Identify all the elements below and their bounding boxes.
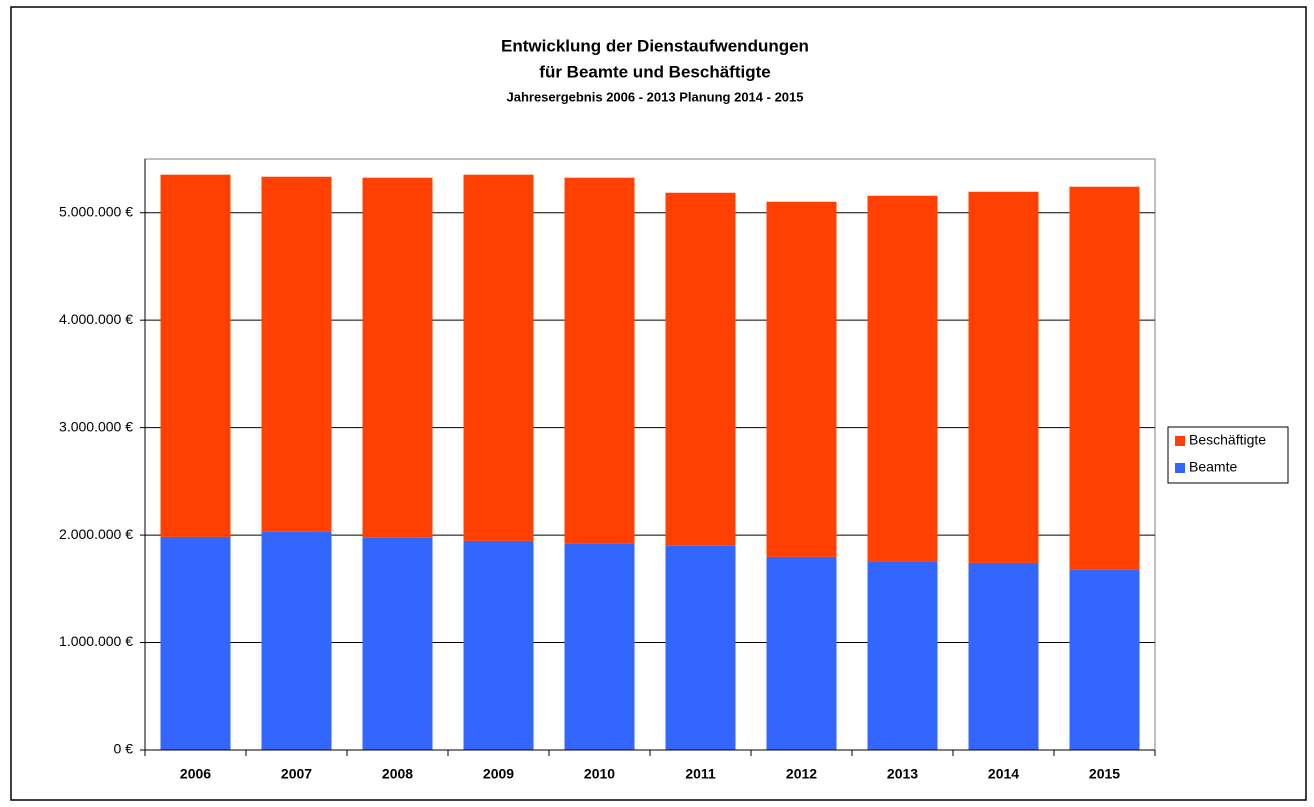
bar-segment [160,174,231,537]
bar-segment [1069,186,1140,570]
x-tick-label: 2013 [887,766,918,782]
bar-segment [968,191,1039,563]
bar-segment [564,177,635,544]
bar-segment [766,556,837,750]
legend [1167,426,1289,484]
bar-segment [160,536,231,750]
x-tick-label: 2007 [281,766,312,782]
x-tick-label: 2008 [382,766,413,782]
x-tick-label: 2009 [483,766,514,782]
x-tick-label: 2010 [584,766,615,782]
bar-segment [463,540,534,750]
chart-subtitle: Jahresergebnis 2006 - 2013 Planung 2014 … [506,89,803,104]
bar-segment [261,531,332,750]
bar-segment [463,174,534,541]
y-tick-label: 5.000.000 € [59,203,133,219]
bar-segment [867,561,938,750]
legend-swatch [1175,463,1185,473]
bar-segment [362,537,433,750]
y-tick-label: 1.000.000 € [59,633,133,649]
x-tick-label: 2011 [685,766,716,782]
bar-segment [968,562,1039,750]
y-tick-label: 0 € [114,741,134,757]
bar-segment [867,195,938,562]
bar-segment [665,192,736,546]
x-tick-label: 2014 [988,766,1019,782]
x-tick-label: 2015 [1089,766,1120,782]
legend-swatch [1175,436,1185,446]
y-tick-label: 3.000.000 € [59,418,133,434]
y-tick-label: 4.000.000 € [59,311,133,327]
bar-segment [1069,569,1140,750]
chart-title: für Beamte und Beschäftigte [539,62,770,81]
bar-segment [362,177,433,538]
y-tick-label: 2.000.000 € [59,526,133,542]
chart-title: Entwicklung der Dienstaufwendungen [501,36,809,55]
x-tick-label: 2006 [180,766,211,782]
x-tick-label: 2012 [786,766,817,782]
legend-label: Beschäftigte [1189,432,1266,448]
bar-segment [564,543,635,750]
bar-segment [261,176,332,532]
bar-segment [766,201,837,557]
legend-label: Beamte [1189,459,1237,475]
bar-segment [665,545,736,750]
